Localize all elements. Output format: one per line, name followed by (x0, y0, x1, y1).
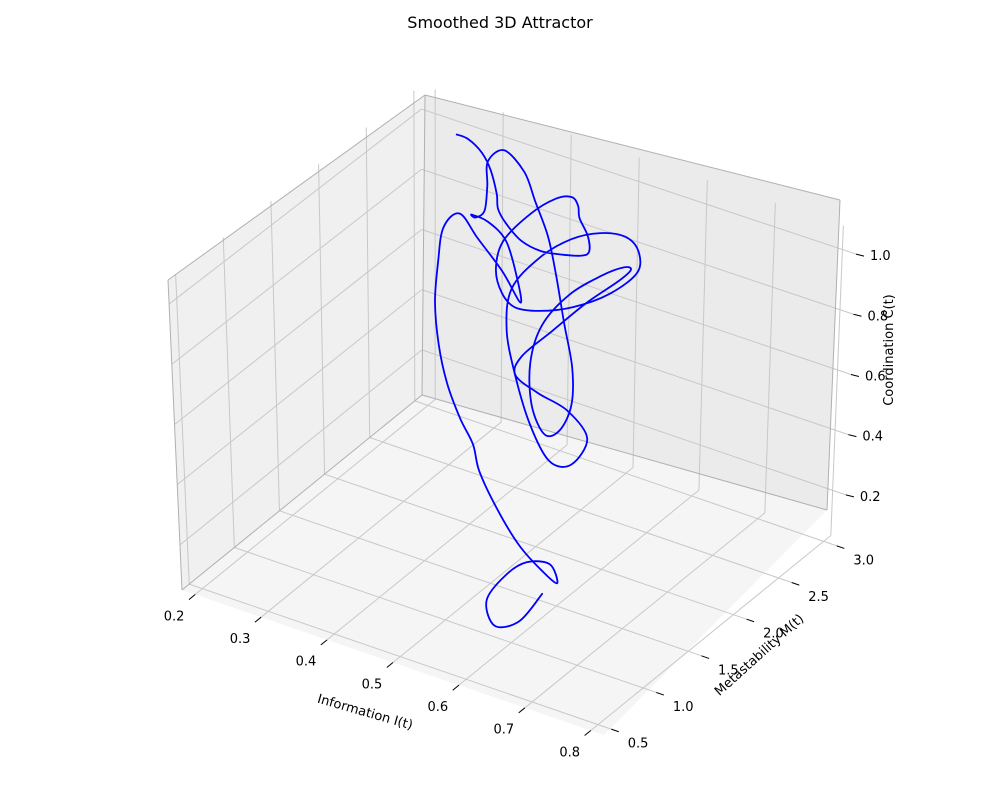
x-tick-mark (387, 663, 393, 668)
y-tick-mark (792, 583, 800, 586)
x-tick-label: 0.7 (493, 723, 514, 738)
z-tick-mark (851, 374, 859, 376)
chart-title: Smoothed 3D Attractor (407, 13, 593, 32)
z-tick-mark (856, 254, 864, 256)
z-tick-label: 1.0 (870, 249, 891, 264)
y-tick-mark (611, 729, 619, 732)
y-axis-label: Metastability M(t) (712, 611, 807, 699)
x-tick-label: 0.5 (362, 677, 383, 692)
x-tick-mark (519, 708, 525, 713)
x-axis-label: Information I(t) (316, 692, 415, 734)
y-tick-label: 3.0 (853, 553, 874, 568)
x-tick-label: 0.4 (296, 655, 317, 670)
y-tick-label: 1.0 (673, 700, 694, 715)
z-tick-mark (848, 435, 856, 437)
y-tick-mark (747, 619, 755, 622)
y-tick-label: 2.5 (808, 590, 829, 605)
y-tick-label: 0.5 (628, 737, 649, 752)
y-tick-mark (701, 656, 709, 659)
x-tick-mark (255, 617, 261, 622)
x-tick-mark (321, 640, 327, 645)
z-tick-mark (846, 495, 854, 497)
x-tick-mark (585, 730, 591, 735)
x-tick-label: 0.2 (164, 609, 185, 624)
x-tick-label: 0.6 (428, 700, 449, 715)
z-tick-mark (853, 314, 861, 316)
x-tick-label: 0.3 (230, 632, 251, 647)
y-tick-mark (656, 692, 664, 695)
x-tick-mark (453, 685, 459, 690)
z-tick-label: 0.4 (862, 430, 883, 445)
x-tick-mark (189, 595, 195, 600)
x-tick-label: 0.8 (559, 745, 580, 760)
z-axis-label: Coordination C(t) (882, 294, 897, 406)
y-tick-mark (837, 546, 845, 549)
z-tick-label: 0.2 (860, 490, 881, 505)
